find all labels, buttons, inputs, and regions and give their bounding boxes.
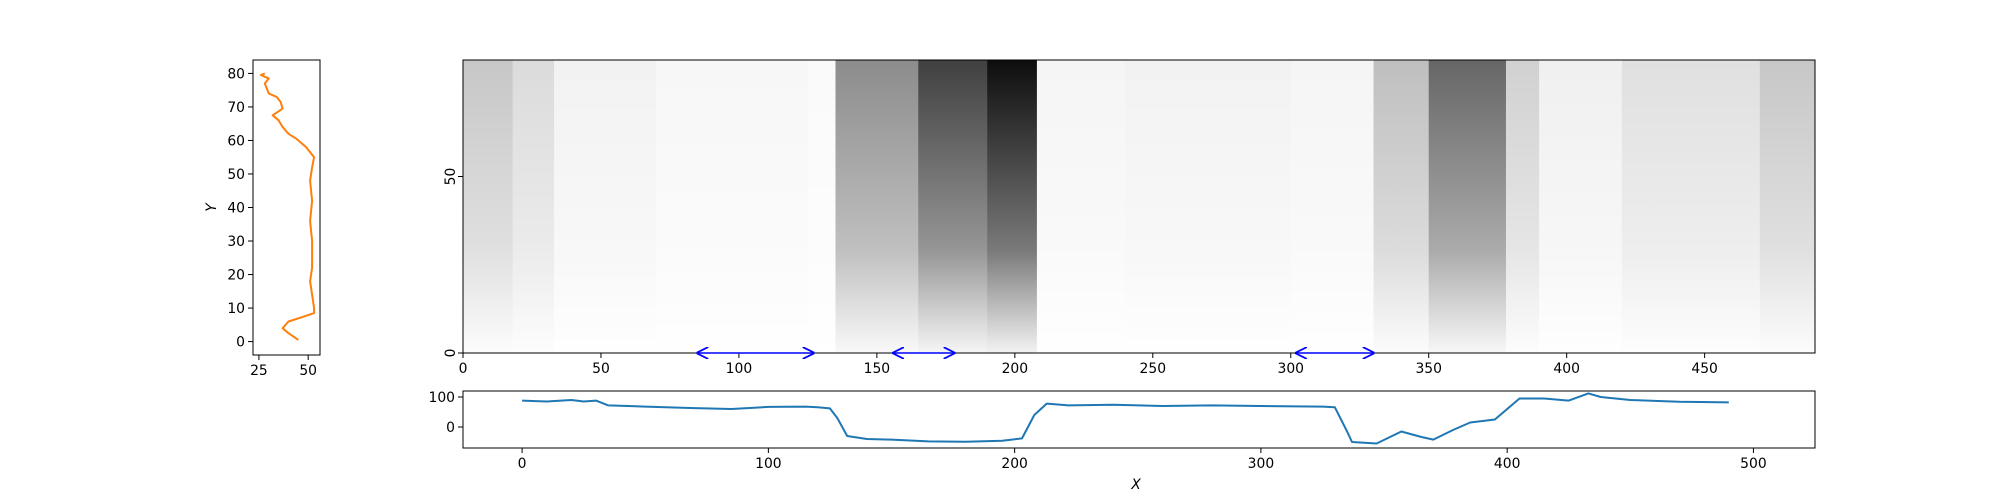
heatmap-x-tick-label: 450 <box>1691 361 1718 377</box>
bottom-profile-panel: 0 100 200 300 400 500 0 100 X <box>428 390 1816 493</box>
left-y-tick-label: 40 <box>227 201 245 217</box>
left-y-tick-label: 10 <box>227 301 245 317</box>
bottom-y-tick-label: 100 <box>428 390 455 406</box>
left-profile-frame <box>252 59 321 356</box>
bottom-y-tick-label: 0 <box>446 420 455 436</box>
left-profile-panel: 25 50 0 10 20 30 40 50 60 70 80 Y <box>204 59 321 379</box>
left-y-tick-label: 30 <box>227 234 245 250</box>
left-y-tick-label: 60 <box>227 133 245 149</box>
heatmap-x-tick-label: 100 <box>726 361 753 377</box>
bottom-x-axis-label: X <box>1130 477 1141 493</box>
heatmap-x-tick-label: 350 <box>1415 361 1442 377</box>
heatmap-x-tick-label: 0 <box>459 361 468 377</box>
left-y-tick-label: 70 <box>227 100 245 116</box>
heatmap-x-tick-label: 400 <box>1553 361 1580 377</box>
heatmap-frame <box>462 59 1816 354</box>
left-y-axis-label: Y <box>204 202 220 212</box>
left-y-tick-label: 80 <box>227 66 245 82</box>
heatmap-fade <box>463 60 1815 353</box>
heatmap-y-tick-label: 0 <box>443 349 459 358</box>
bottom-x-tick-label: 200 <box>1001 456 1028 472</box>
heatmap-x-tick-label: 300 <box>1277 361 1304 377</box>
heatmap-x-tick-label: 150 <box>864 361 891 377</box>
heatmap-y-tick-label: 50 <box>443 168 459 186</box>
bottom-x-tick-label: 400 <box>1494 456 1521 472</box>
heatmap-x-tick-label: 50 <box>592 361 610 377</box>
left-y-tick-label: 50 <box>227 167 245 183</box>
bottom-x-tick-label: 500 <box>1740 456 1767 472</box>
bottom-profile-frame <box>462 390 1816 449</box>
left-x-tick-label: 25 <box>250 363 268 379</box>
heatmap-x-tick-label: 250 <box>1140 361 1167 377</box>
heatmap-x-tick-label: 200 <box>1002 361 1029 377</box>
main-heatmap-panel: 0 50 100 150 200 250 300 350 400 450 0 50 <box>443 59 1816 377</box>
bottom-x-tick-label: 0 <box>518 456 527 472</box>
left-x-tick-label: 50 <box>299 363 317 379</box>
left-y-tick-label: 0 <box>236 335 245 351</box>
left-profile-line <box>259 72 316 341</box>
bottom-x-tick-label: 300 <box>1248 456 1275 472</box>
bottom-profile-line <box>522 392 1729 445</box>
left-y-tick-label: 20 <box>227 268 245 284</box>
bottom-x-tick-label: 100 <box>755 456 782 472</box>
